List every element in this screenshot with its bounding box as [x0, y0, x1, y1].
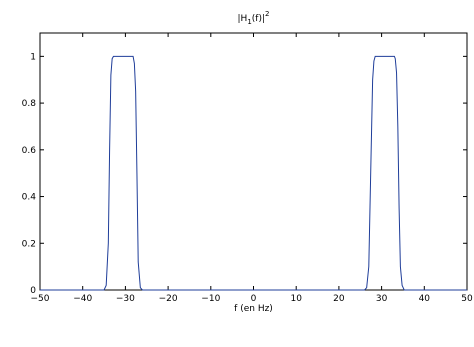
x-tick-label: −20: [159, 294, 178, 304]
y-tick-label: 0: [30, 286, 36, 296]
x-tick-label: −10: [201, 294, 220, 304]
series-line: [40, 55, 467, 291]
y-tick-label: 0.6: [22, 146, 37, 156]
x-tick-label: 10: [290, 294, 302, 304]
x-tick-label: −50: [31, 294, 50, 304]
title-main: |H: [238, 14, 248, 24]
y-tick-label: 0.8: [22, 99, 37, 109]
chart-title: |H1(f)|2: [238, 10, 270, 26]
title-subscript: 1: [247, 18, 251, 26]
ticks-group: [39, 33, 468, 291]
title-superscript: 2: [265, 10, 269, 18]
tick-labels-group: −50 −40 −30 −20 −10 0 10 20 30 40 50 0 0.2 0.4 0.6 0.8 1: [22, 52, 473, 304]
x-axis-label: f (en Hz): [234, 304, 273, 314]
x-tick-label: −40: [73, 294, 92, 304]
x-tick-label: 20: [333, 294, 345, 304]
y-tick-label: 0.4: [22, 193, 37, 203]
x-tick-label: −30: [116, 294, 135, 304]
title-rest: (f)|: [252, 14, 265, 24]
x-tick-label: 50: [461, 294, 473, 304]
y-tick-label: 1: [30, 52, 36, 62]
y-tick-label: 0.2: [22, 239, 36, 249]
x-tick-label: 0: [251, 294, 257, 304]
x-tick-label: 40: [419, 294, 431, 304]
x-tick-label: 30: [376, 294, 388, 304]
plot-frame: [39, 32, 468, 291]
